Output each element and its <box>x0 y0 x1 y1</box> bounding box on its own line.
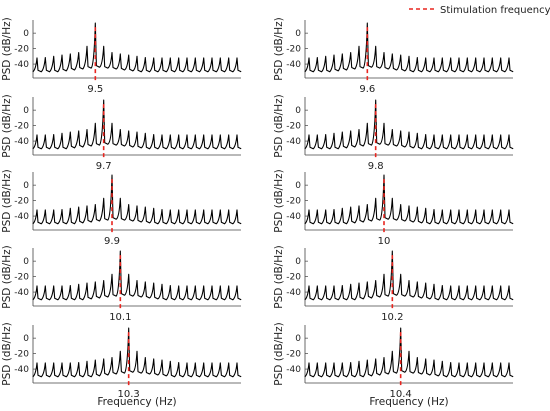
stimulation-frequency-label: 10.2 <box>381 312 403 323</box>
y-tick-label: 0 <box>23 181 29 191</box>
panel: 0 -20 -40 10.1 PSD (dB/Hz) <box>1 245 242 323</box>
y-tick-label: -20 <box>286 197 301 207</box>
panel: 0 -20 -40 10.2 PSD (dB/Hz) <box>273 245 514 323</box>
y-tick-label: -40 <box>286 137 301 147</box>
y-axis-title: PSD (dB/Hz) <box>273 17 285 80</box>
y-tick-label: -40 <box>286 60 301 70</box>
y-axis-title: PSD (dB/Hz) <box>1 94 13 157</box>
stimulation-frequency-label: 10.3 <box>118 389 140 400</box>
panel: 0 -20 -40 9.7 PSD (dB/Hz) <box>1 94 242 172</box>
panel: 0 -20 -40 10.4 PSD (dB/Hz) Frequency (Hz) <box>273 322 514 408</box>
y-axis-title: PSD (dB/Hz) <box>273 94 285 157</box>
psd-line <box>32 99 242 150</box>
y-tick-label: -20 <box>14 45 29 55</box>
panel: 0 -20 -40 10.3 PSD (dB/Hz) Frequency (Hz) <box>1 322 242 408</box>
y-tick-label: 0 <box>295 106 301 116</box>
y-tick-label: -40 <box>286 365 301 375</box>
y-axis-title: PSD (dB/Hz) <box>273 322 285 385</box>
stimulation-frequency-label: 9.9 <box>104 236 120 247</box>
x-axis-title: Frequency (Hz) <box>97 396 176 408</box>
y-tick-label: 0 <box>23 257 29 267</box>
y-tick-label: -20 <box>286 122 301 132</box>
y-tick-label: -40 <box>14 288 29 298</box>
panel: 0 -20 -40 9.6 PSD (dB/Hz) <box>273 17 514 95</box>
y-tick-label: -40 <box>14 212 29 222</box>
psd-line <box>32 250 242 301</box>
panel: 0 -20 -40 9.8 PSD (dB/Hz) <box>273 94 514 172</box>
y-tick-label: 0 <box>23 29 29 39</box>
y-tick-label: -20 <box>286 273 301 283</box>
panel-grid: 0 -20 -40 9.5 PSD (dB/Hz) 0 -20 -40 9.6 PSD (dB/H… <box>1 17 514 408</box>
y-axis-title: PSD (dB/Hz) <box>273 245 285 308</box>
y-tick-label: 0 <box>295 181 301 191</box>
panel: 0 -20 -40 9.9 PSD (dB/Hz) <box>1 169 242 247</box>
psd-line <box>304 327 514 378</box>
panel: 0 -20 -40 9.5 PSD (dB/Hz) <box>1 17 242 95</box>
y-axis-title: PSD (dB/Hz) <box>1 245 13 308</box>
y-tick-label: -20 <box>14 273 29 283</box>
y-axis-title: PSD (dB/Hz) <box>1 322 13 385</box>
legend: Stimulation frequency <box>409 5 550 16</box>
y-axis-title: PSD (dB/Hz) <box>273 169 285 232</box>
y-axis-title: PSD (dB/Hz) <box>1 17 13 80</box>
y-tick-label: -40 <box>286 288 301 298</box>
psd-line <box>304 174 514 225</box>
psd-line <box>32 174 242 225</box>
panel: 0 -20 -40 10 PSD (dB/Hz) <box>273 169 514 247</box>
x-axis-title: Frequency (Hz) <box>369 396 448 408</box>
y-tick-label: 0 <box>23 106 29 116</box>
y-tick-label: -20 <box>286 45 301 55</box>
stimulation-frequency-label: 9.7 <box>96 161 112 172</box>
y-tick-label: 0 <box>295 334 301 344</box>
stimulation-frequency-label: 10.4 <box>390 389 412 400</box>
stimulation-frequency-label: 9.8 <box>368 161 384 172</box>
y-tick-label: -20 <box>286 350 301 360</box>
legend-label: Stimulation frequency <box>440 5 550 16</box>
y-tick-label: -40 <box>14 60 29 70</box>
y-tick-label: -20 <box>14 197 29 207</box>
y-axis-title: PSD (dB/Hz) <box>1 169 13 232</box>
stimulation-frequency-label: 9.6 <box>359 84 375 95</box>
stimulation-frequency-label: 10.1 <box>109 312 131 323</box>
y-tick-label: -40 <box>286 212 301 222</box>
y-tick-label: 0 <box>295 257 301 267</box>
y-tick-label: -20 <box>14 350 29 360</box>
psd-line <box>32 327 242 378</box>
psd-line <box>32 22 242 73</box>
psd-line <box>304 250 514 301</box>
y-tick-label: -40 <box>14 137 29 147</box>
y-tick-label: -40 <box>14 365 29 375</box>
psd-line <box>304 22 514 73</box>
stimulation-frequency-label: 9.5 <box>87 84 103 95</box>
y-tick-label: 0 <box>23 334 29 344</box>
psd-line <box>304 99 514 150</box>
stimulation-frequency-label: 10 <box>378 236 391 247</box>
y-tick-label: 0 <box>295 29 301 39</box>
y-tick-label: -20 <box>14 122 29 132</box>
